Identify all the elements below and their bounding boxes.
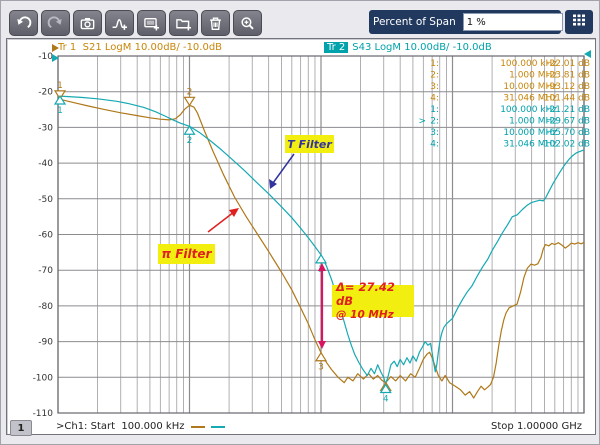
trace1-legend-dash — [190, 425, 205, 428]
svg-text:-23.81 dB: -23.81 dB — [546, 71, 590, 81]
channel-button[interactable]: 1 — [10, 420, 32, 436]
svg-text:100.000 kHz: 100.000 kHz — [500, 59, 557, 69]
svg-text:-50: -50 — [38, 195, 53, 205]
trace1-desc: S21 LogM 10.00dB/ -10.0dB — [82, 42, 223, 53]
pi-filter S21-trace — [57, 98, 585, 399]
T-filter S43-trace — [57, 95, 585, 385]
trace2-header[interactable]: Tr 2 S43 LogM 10.00dB/ -10.0dB — [324, 42, 492, 53]
percent-of-span-label: Percent of Span — [373, 16, 456, 28]
svg-text:4: 4 — [383, 395, 389, 405]
svg-text:1: 1 — [57, 106, 63, 116]
marker-table: 1: 100.000 kHz-22.01 dB2: 1.000 MHz-23.81 … — [418, 59, 590, 150]
trace1-header[interactable]: Tr 1 S21 LogM 10.00dB/ -10.0dB — [58, 42, 222, 53]
svg-text:1:: 1: — [430, 105, 439, 115]
undo-button[interactable] — [9, 10, 38, 36]
svg-text:-70: -70 — [38, 266, 53, 276]
svg-text:-20: -20 — [38, 88, 53, 98]
svg-text:4:: 4: — [430, 140, 439, 150]
svg-text:>: > — [418, 117, 426, 127]
t-filter-label: T Filter — [287, 137, 332, 151]
add-window-button[interactable] — [137, 10, 166, 36]
camera-icon — [79, 15, 96, 32]
screenshot-button[interactable] — [73, 10, 102, 36]
svg-text:3: 3 — [318, 363, 324, 373]
zoom-icon — [239, 15, 256, 32]
annotation-arrows — [207, 153, 326, 349]
svg-text:-102.02 dB: -102.02 dB — [541, 140, 591, 150]
add-window-icon — [143, 15, 160, 32]
svg-text:3:: 3: — [430, 82, 439, 92]
delta-value-label: Δ= 27.42 dB — [336, 280, 395, 309]
svg-text:1: 1 — [57, 81, 63, 91]
trace-markers: 1231234 — [53, 81, 392, 405]
trace2-name: Tr 2 — [324, 42, 349, 53]
pi-filter-annotation: π Filter — [158, 244, 215, 264]
plot-frame — [57, 55, 585, 414]
y-axis-labels: -10 -20 -30 -40 -50 -60 -70 -80 -90 -100 -110 — [33, 52, 54, 419]
svg-text:31.046 MHz: 31.046 MHz — [503, 94, 557, 104]
redo-icon — [47, 15, 64, 32]
svg-text:1:: 1: — [430, 59, 439, 69]
status-start: >Ch1: Start 100.000 kHz — [56, 421, 225, 432]
zoom-button[interactable] — [233, 10, 262, 36]
percent-of-span-input[interactable] — [462, 13, 563, 31]
add-marker-button[interactable] — [105, 10, 134, 36]
add-folder-icon — [175, 15, 192, 32]
trace1-name: Tr 1 — [58, 42, 77, 53]
keypad-icon — [571, 12, 587, 32]
svg-text:2:: 2: — [430, 71, 439, 81]
svg-text:-21.21 dB: -21.21 dB — [546, 105, 590, 115]
delete-icon — [207, 15, 224, 32]
svg-text:-80: -80 — [38, 302, 53, 312]
svg-text:-22.01 dB: -22.01 dB — [546, 59, 590, 69]
percent-of-span-panel: Percent of Span — [369, 10, 563, 34]
peak-marker-add-icon — [111, 15, 128, 32]
svg-text:10.000 MHz: 10.000 MHz — [503, 128, 557, 138]
svg-text:-65.70 dB: -65.70 dB — [546, 128, 590, 138]
svg-text:31.046 MHz: 31.046 MHz — [503, 140, 557, 150]
svg-text:4:: 4: — [430, 94, 439, 104]
svg-text:-101.44 dB: -101.44 dB — [541, 94, 591, 104]
trace2-desc: S43 LogM 10.00dB/ -10.0dB — [352, 42, 492, 53]
pi-filter-label: π Filter — [161, 247, 212, 261]
undo-icon — [15, 15, 32, 32]
svg-text:10.000 MHz: 10.000 MHz — [503, 82, 557, 92]
svg-text:2:: 2: — [430, 117, 439, 127]
svg-text:1.000 MHz: 1.000 MHz — [509, 117, 557, 127]
trace2-legend-dash — [210, 425, 225, 428]
svg-text:-90: -90 — [38, 338, 53, 348]
reference-pointers — [52, 44, 591, 62]
svg-text:-110: -110 — [33, 409, 54, 419]
svg-text:-29.67 dB: -29.67 dB — [546, 117, 590, 127]
svg-text:-100: -100 — [33, 373, 54, 383]
delete-button[interactable] — [201, 10, 230, 36]
keypad-button[interactable] — [565, 10, 593, 34]
svg-text:-93.12 dB: -93.12 dB — [546, 82, 590, 92]
svg-text:-10: -10 — [38, 52, 53, 62]
svg-text:2: 2 — [187, 87, 193, 97]
t-filter-annotation: T Filter — [285, 135, 334, 153]
svg-text:-60: -60 — [38, 231, 53, 241]
stop-text: Stop 1.00000 GHz — [491, 421, 582, 432]
redo-button[interactable] — [41, 10, 70, 36]
add-folder-button[interactable] — [169, 10, 198, 36]
delta-annotation: Δ= 27.42 dB @ 10 MHz — [332, 280, 414, 321]
channel-number: 1 — [17, 422, 25, 434]
delta-freq-label: @ 10 MHz — [336, 308, 394, 321]
trace-curves — [57, 95, 585, 399]
svg-text:-30: -30 — [38, 123, 53, 133]
svg-text:3:: 3: — [430, 128, 439, 138]
svg-text:100.000 kHz: 100.000 kHz — [500, 105, 557, 115]
svg-text:-40: -40 — [38, 159, 53, 169]
svg-text:2: 2 — [187, 136, 193, 146]
svg-text:1.000 MHz: 1.000 MHz — [509, 71, 557, 81]
start-text: >Ch1: Start 100.000 kHz — [56, 421, 185, 432]
toolbar — [9, 10, 262, 36]
status-stop: Stop 1.00000 GHz — [491, 421, 582, 432]
